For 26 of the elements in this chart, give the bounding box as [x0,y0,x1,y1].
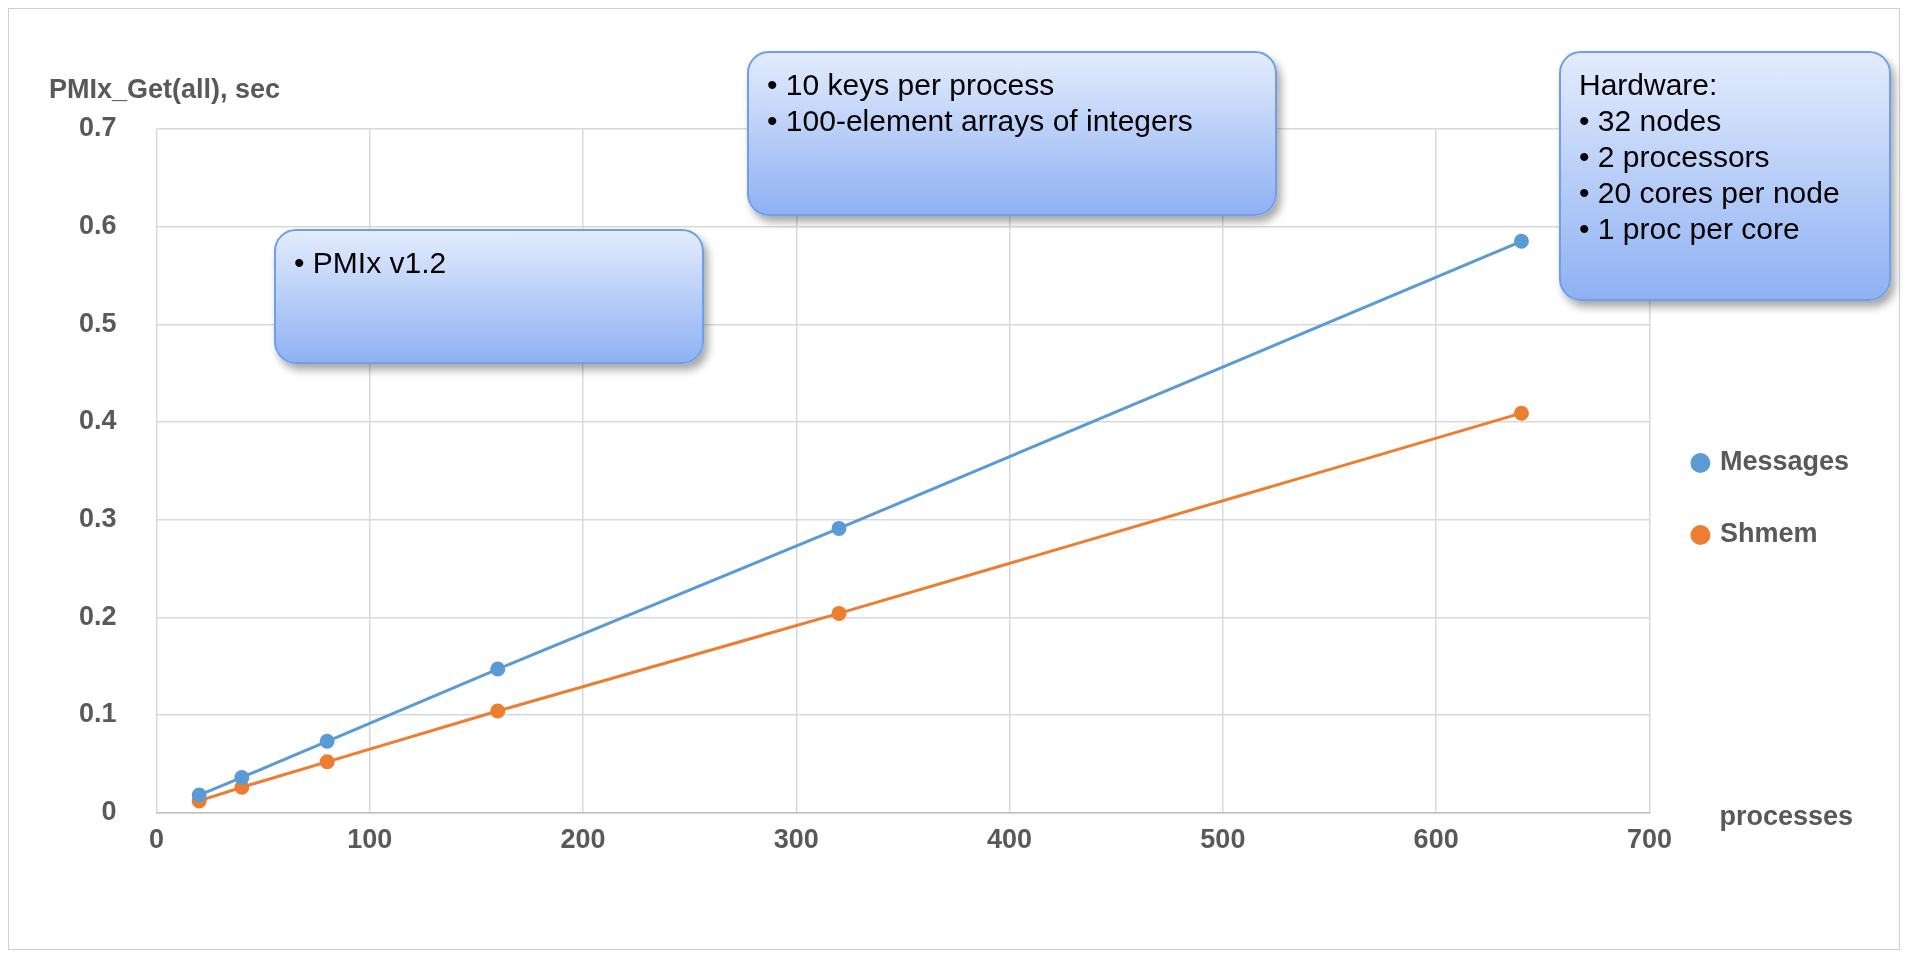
x-tick-label: 0 [149,824,165,855]
x-tick-label: 300 [773,824,819,855]
y-tick-label: 0.3 [78,503,117,534]
y-tick-label: 0.7 [78,112,117,143]
y-tick-label: 0.2 [78,600,117,631]
callout-bubble: • PMIx v1.2 [274,229,704,364]
x-tick-label: 100 [347,824,393,855]
x-tick-label: 200 [560,824,606,855]
callout-bubble: • 10 keys per process • 100-element arrays of integers [747,51,1277,216]
x-tick-label: 500 [1200,824,1246,855]
callout-bubble: Hardware: • 32 nodes • 2 processors • 20 cores per node • 1 proc per core [1559,51,1891,301]
x-tick-label: 400 [987,824,1033,855]
y-tick-label: 0 [101,796,117,827]
x-tick-label: 600 [1413,824,1459,855]
annotation: • PMIx v1.2 [294,245,448,281]
annotation: • 10 keys per process • 100-element arrays of integers [767,67,1194,139]
annotation: Hardware: • 32 nodes • 2 processors • 20 cores per node • 1 proc per core [1579,67,1841,247]
y-tick-label: 0.1 [78,698,117,729]
y-axis-title: PMIx_Get(all), sec [49,73,281,104]
legend-label: Shmem [1719,518,1818,549]
y-tick-label: 0.5 [78,307,117,338]
x-axis-title: processes [1719,801,1854,832]
y-tick-label: 0.6 [78,210,117,241]
x-tick-label: 700 [1626,824,1672,855]
y-tick-label: 0.4 [78,405,117,436]
legend-label: Messages [1719,446,1850,477]
